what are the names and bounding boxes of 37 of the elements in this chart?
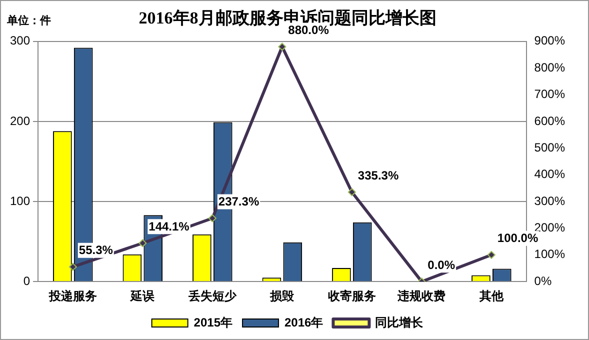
y2-tick-label: 600% — [534, 114, 566, 128]
y-tick-label: 100 — [10, 194, 30, 208]
legend-label: 2015年 — [194, 315, 233, 330]
data-label: 237.3% — [218, 194, 260, 209]
y2-tick-label: 300% — [534, 194, 566, 208]
y-tick-label: 200 — [10, 114, 30, 128]
point — [208, 214, 216, 222]
y2-tick-label: 400% — [534, 167, 566, 182]
legend-label: 同比增长 — [375, 315, 424, 330]
y-tick-label: 300 — [10, 34, 30, 48]
data-label: 335.3% — [358, 168, 399, 182]
y-axis-title: 单位：件 — [6, 14, 51, 28]
y2-tick-label: 700% — [534, 87, 566, 102]
y2-tick-label: 800% — [534, 60, 566, 74]
point — [68, 262, 77, 271]
point — [348, 188, 356, 196]
data-label: 144.1% — [148, 219, 190, 234]
y2-tick-label: 0% — [534, 274, 552, 288]
legend-label: 2016年 — [284, 315, 324, 330]
data-label: 0.0% — [428, 258, 456, 272]
y2-tick-label: 500% — [534, 140, 566, 154]
y2-tick-label: 100% — [534, 247, 566, 262]
x-tick-label: 收寄服务 — [328, 289, 376, 304]
y-tick-label: 0 — [23, 274, 30, 288]
point — [487, 250, 496, 259]
x-tick-label: 违规收费 — [396, 289, 446, 304]
x-tick-label: 丢失短少 — [187, 289, 238, 304]
point — [278, 42, 286, 51]
x-tick-label: 其他 — [478, 289, 504, 304]
x-tick-label: 损毁 — [269, 289, 296, 304]
data-label: 100.0% — [497, 231, 538, 246]
y2-tick-label: 900% — [534, 34, 566, 48]
data-label: 880.0% — [288, 23, 330, 38]
data-label: 55.3% — [78, 243, 114, 258]
x-tick-label: 投递服务 — [48, 289, 97, 304]
point — [138, 239, 147, 248]
x-tick-label: 延误 — [130, 289, 156, 304]
